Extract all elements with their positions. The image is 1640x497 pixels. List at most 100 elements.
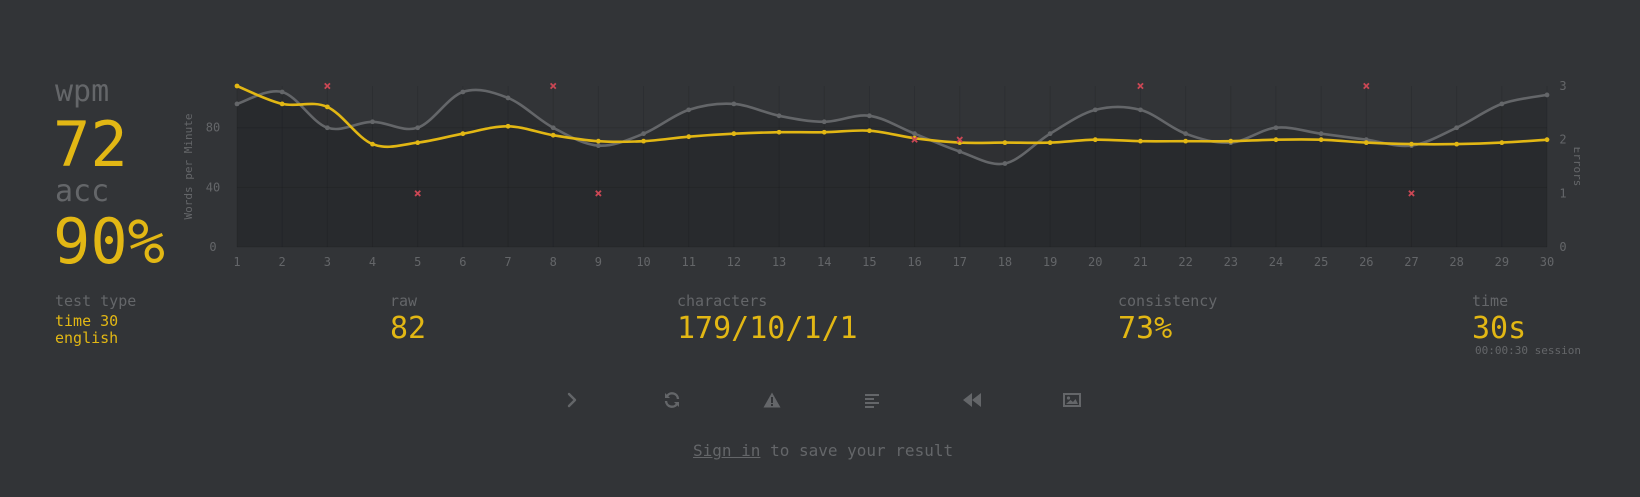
raw-point — [957, 149, 963, 154]
x-tick-label: 28 — [1449, 255, 1463, 269]
time-label: time — [1472, 292, 1509, 310]
chevron-right-icon — [567, 392, 577, 408]
raw-point — [1544, 92, 1550, 98]
raw-series-line — [236, 88, 1548, 166]
acc-label: acc — [55, 174, 110, 209]
x-tick-label: 14 — [817, 255, 831, 269]
wpm-point — [505, 123, 511, 129]
consistency-label: consistency — [1118, 292, 1218, 310]
wpm-point — [686, 134, 692, 140]
error-point — [1363, 82, 1370, 90]
time-session: 00:00:30 session — [1475, 344, 1581, 357]
error-point — [549, 82, 557, 90]
error-point — [911, 136, 918, 143]
x-tick-label: 16 — [907, 255, 921, 269]
watch-replay-button[interactable] — [954, 385, 990, 415]
wpm-point — [731, 131, 737, 137]
refresh-icon — [664, 392, 680, 408]
raw-point — [1002, 161, 1008, 166]
x-tick-label: 23 — [1224, 255, 1238, 269]
raw-point — [595, 143, 601, 149]
wpm-point — [641, 138, 646, 144]
wpm-point — [279, 101, 285, 107]
wpm-point — [1409, 141, 1414, 147]
raw-point — [912, 131, 917, 137]
raw-area-fill — [237, 89, 1547, 248]
wpm-point — [1544, 137, 1550, 143]
sign-in-suffix: to save your result — [760, 441, 954, 460]
wpm-chart: 1 2 3 4 5 6 7 8 9 10 11 12 13 14 15 16 17 18 19 20 21 22 23 24 2… — [182, 79, 1580, 269]
consistency-value: 73% — [1118, 311, 1173, 346]
wpm-point — [595, 138, 601, 144]
test-type-language: english — [55, 329, 119, 347]
sign-in-link[interactable]: Sign in — [693, 441, 761, 460]
wpm-point — [1228, 138, 1234, 144]
raw-point — [505, 95, 511, 101]
raw-point — [1092, 107, 1098, 113]
x-tick-label: 17 — [953, 255, 967, 269]
wpm-point — [821, 129, 827, 135]
raw-point — [731, 101, 737, 107]
raw-point — [686, 107, 692, 113]
raw-point — [641, 131, 646, 137]
raw-point — [1183, 131, 1189, 137]
x-tick-label: 10 — [636, 255, 650, 269]
x-tick-label: 18 — [998, 255, 1012, 269]
next-test-button[interactable] — [554, 385, 590, 415]
wpm-point — [460, 131, 466, 137]
wpm-point — [1002, 140, 1008, 146]
x-tick-label: 20 — [1088, 255, 1102, 269]
show-words-history-button[interactable] — [854, 385, 890, 415]
wpm-point — [1454, 141, 1460, 147]
characters-value: 179/10/1/1 — [677, 311, 858, 346]
warning-icon — [763, 392, 781, 408]
save-screenshot-button[interactable] — [1054, 385, 1090, 415]
raw-point — [415, 125, 421, 131]
raw-point — [1318, 131, 1324, 137]
x-tick-label: 13 — [772, 255, 786, 269]
wpm-point — [1047, 140, 1053, 146]
wpm-area-fill — [237, 86, 1547, 247]
wpm-value: 72 — [53, 108, 128, 181]
y2-tick-label: 3 — [1559, 79, 1566, 93]
report-problem-button[interactable] — [754, 385, 790, 415]
wpm-point — [1183, 138, 1189, 144]
raw-point — [460, 89, 466, 95]
restart-test-button[interactable] — [654, 385, 690, 415]
x-tick-label: 15 — [862, 255, 876, 269]
raw-point — [867, 113, 872, 119]
raw-point — [776, 113, 782, 119]
x-tick-label: 26 — [1359, 255, 1373, 269]
raw-value: 82 — [390, 311, 427, 346]
x-tick-label: 3 — [324, 255, 331, 269]
x-tick-label: 2 — [279, 255, 286, 269]
x-tick-label: 22 — [1178, 255, 1192, 269]
wpm-point — [776, 129, 782, 135]
x-tick-label: 4 — [369, 255, 376, 269]
wpm-point — [1092, 137, 1098, 143]
raw-point — [370, 119, 375, 125]
raw-point — [1499, 101, 1505, 107]
wpm-point — [550, 132, 556, 138]
y-axis-title: Words per Minute — [182, 114, 195, 220]
wpm-point — [415, 140, 421, 146]
y2-tick-label: 2 — [1559, 133, 1566, 147]
x-tick-label: 27 — [1404, 255, 1418, 269]
y-tick-label: 0 — [209, 240, 216, 254]
raw-point — [279, 89, 285, 95]
wpm-point — [1273, 137, 1279, 143]
align-left-icon — [865, 394, 879, 408]
x-tick-label: 9 — [595, 255, 602, 269]
backward-icon — [963, 393, 981, 407]
wpm-point — [867, 128, 872, 134]
error-point — [956, 136, 963, 143]
x-tick-label: 21 — [1133, 255, 1147, 269]
wpm-point — [1363, 140, 1369, 146]
raw-point — [1454, 125, 1460, 131]
error-point — [324, 82, 331, 90]
wpm-point — [370, 141, 375, 147]
x-tick-label: 12 — [727, 255, 741, 269]
y2-tick-label: 0 — [1559, 240, 1566, 254]
wpm-point — [324, 104, 330, 110]
characters-label: characters — [677, 292, 768, 310]
